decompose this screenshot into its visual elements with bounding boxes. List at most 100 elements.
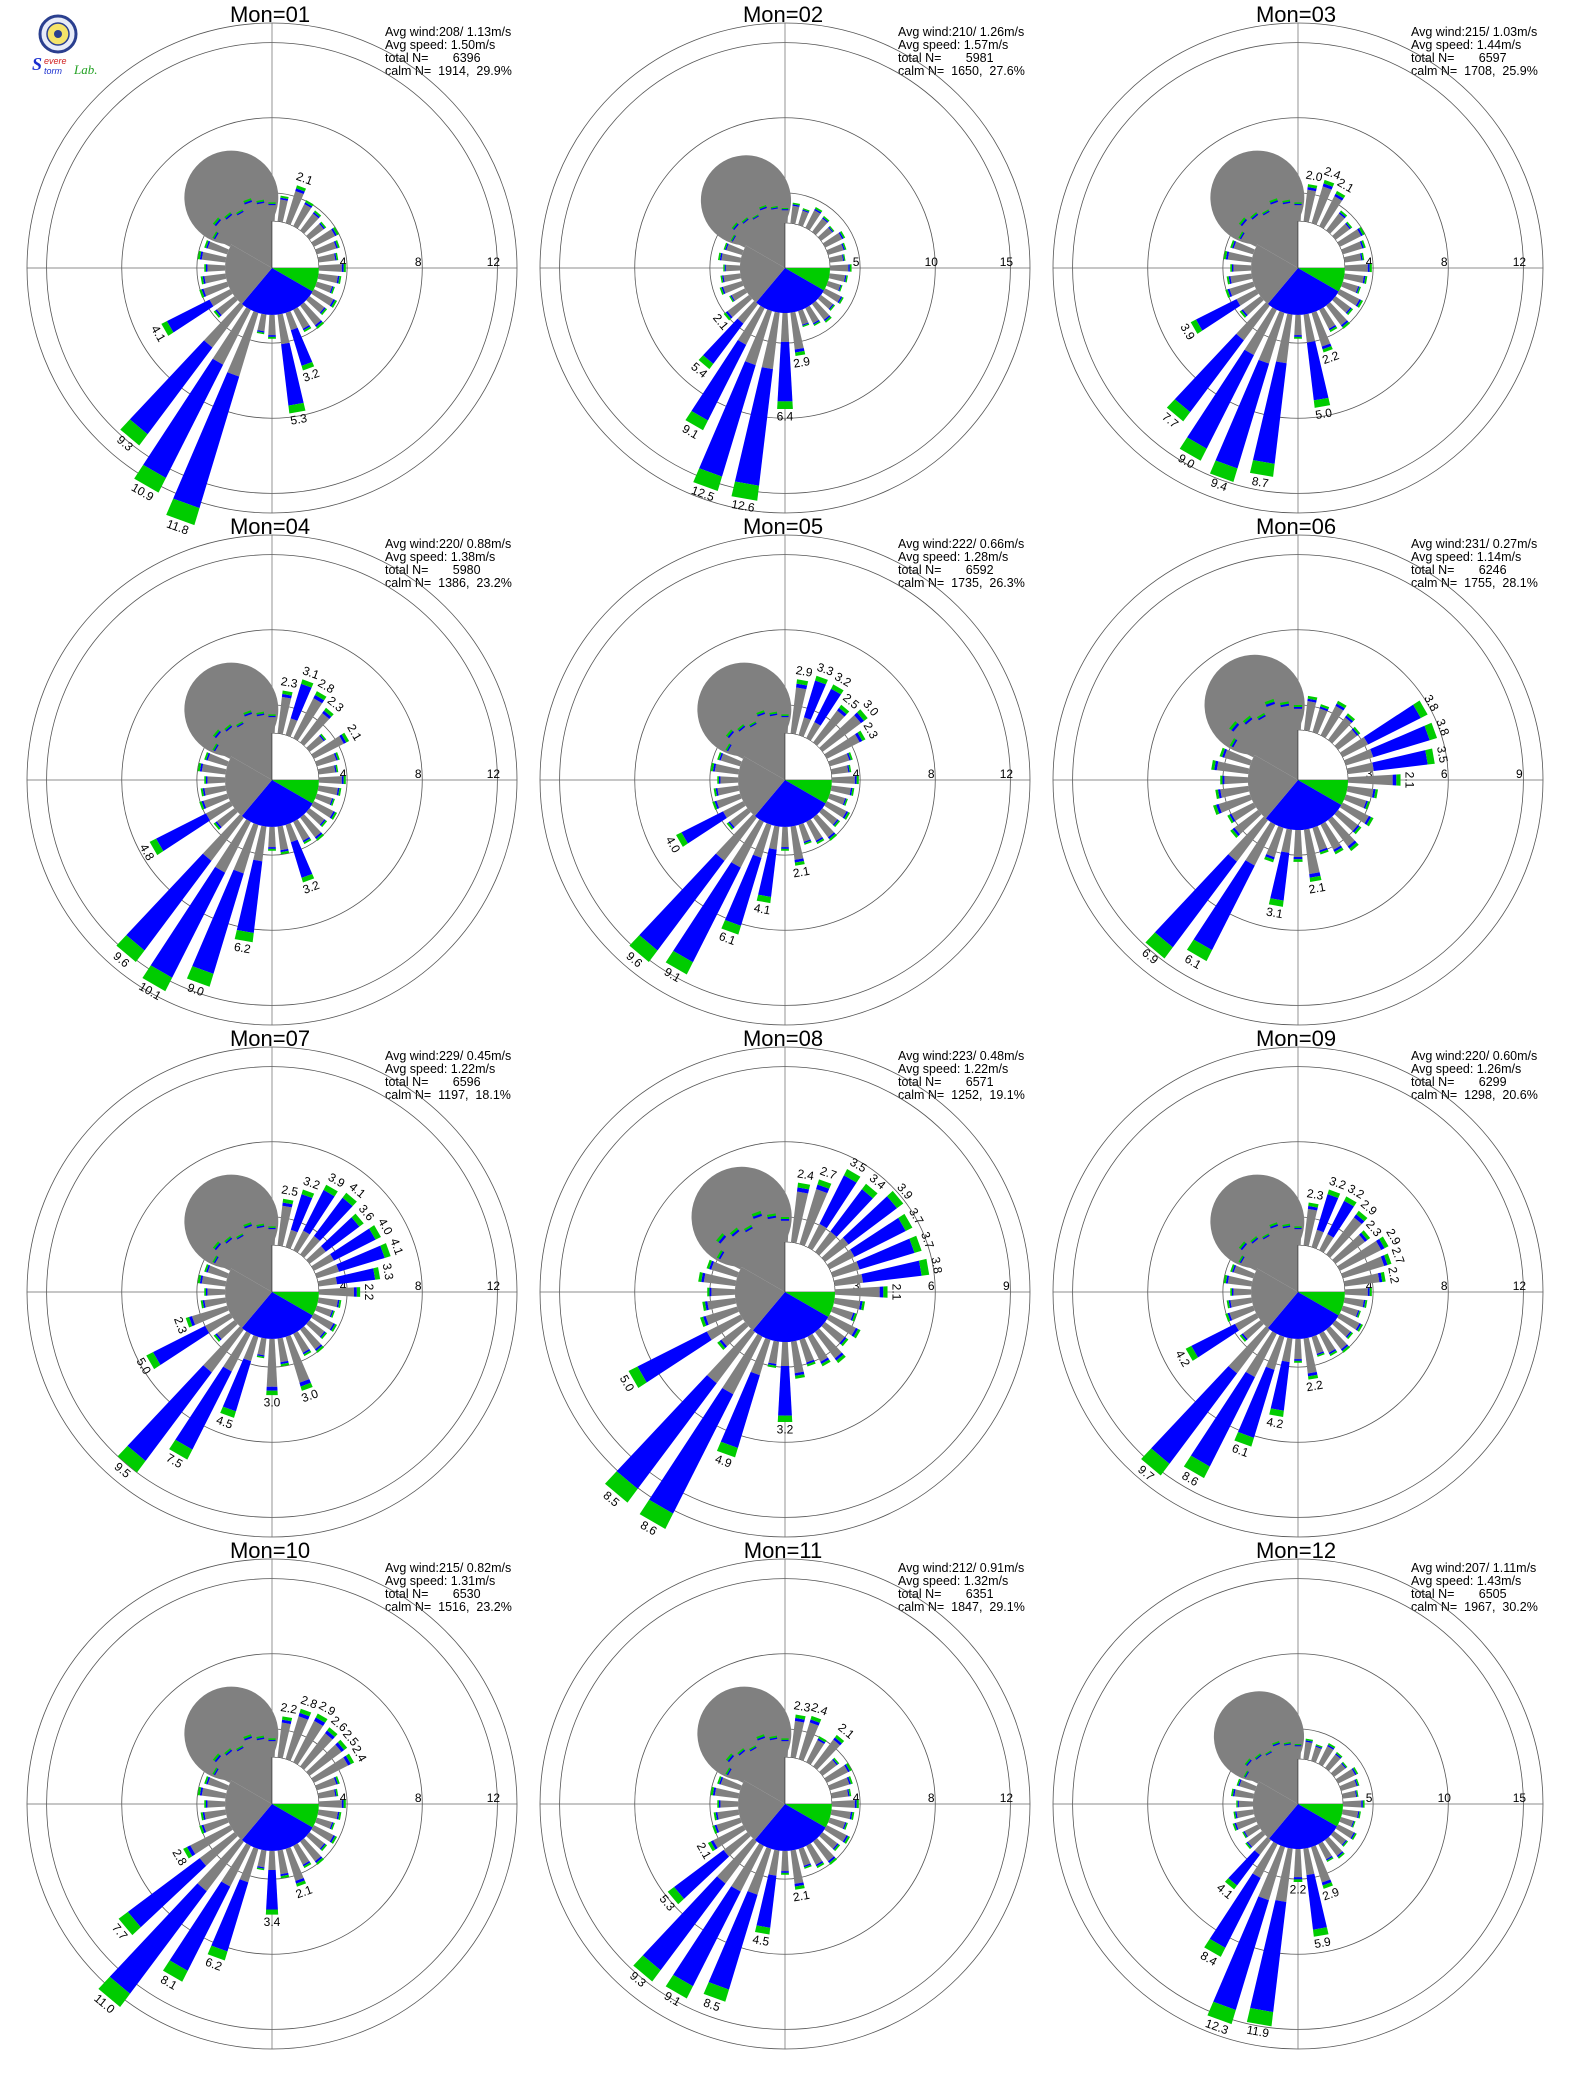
bar-green [848, 1776, 853, 1785]
bar-value-label: 2.4 [809, 1700, 830, 1719]
bar-gray [824, 1825, 847, 1842]
stats-block: Avg wind:231/ 0.27m/s Avg speed: 1.14m/s t… [1411, 538, 1538, 590]
bar-blue [1195, 299, 1241, 331]
bar-gray [1332, 296, 1351, 313]
bar-gray [1341, 1809, 1359, 1818]
bar-blue [302, 837, 311, 843]
lab-seal-icon: S evere torm Lab. [32, 14, 97, 77]
bar-blue [1321, 343, 1332, 350]
bar-gray [315, 281, 333, 293]
bar-blue [303, 1189, 335, 1235]
calm-green-wedge [272, 268, 319, 292]
bar-green [224, 212, 232, 219]
bar-blue [280, 1360, 289, 1365]
bar-blue [861, 1260, 922, 1283]
bar-green [243, 710, 252, 715]
bar-gray [317, 1297, 338, 1308]
bar-value-label: 3.2 [301, 878, 322, 897]
bar-blue [1351, 1820, 1355, 1828]
bar-green [1223, 250, 1228, 260]
bar-blue [236, 859, 263, 934]
bar-gray [1319, 1233, 1334, 1253]
bar-blue [290, 327, 313, 366]
bar-green [852, 1313, 857, 1322]
avg-speed-text: Avg speed: 1.50m/s [385, 38, 496, 52]
svg-text:Lab.: Lab. [73, 62, 97, 77]
bar-gray [807, 1223, 827, 1251]
bar-gray [790, 825, 804, 860]
bar-green [839, 231, 846, 239]
bar-gray [806, 819, 823, 841]
bar-green [780, 1216, 790, 1219]
calm-gray-wedge [738, 1780, 785, 1840]
bar-gray [722, 1333, 763, 1395]
bar-gray [726, 243, 744, 255]
bar-blue [1322, 183, 1333, 190]
bar-gray [1265, 1335, 1285, 1370]
bar-green [212, 217, 220, 226]
bar-green [794, 1374, 805, 1379]
bar-green [1313, 397, 1331, 408]
calm-green-wedge [785, 1804, 832, 1828]
calm-n-text: calm N= 1914, 29.9% [385, 64, 512, 78]
bar-green [343, 1799, 346, 1809]
bar-green [331, 1310, 335, 1318]
bar-gray [1332, 223, 1350, 240]
bar-green [1317, 1352, 1325, 1357]
total-n-text: total N= 6505 [1411, 1587, 1507, 1601]
bar-gray [757, 1737, 772, 1761]
bar-blue [214, 218, 222, 227]
bar-gray [798, 1722, 819, 1761]
bar-green [331, 1822, 335, 1830]
bar-blue [1187, 349, 1254, 449]
bar-value-label: 9.4 [1209, 475, 1230, 494]
bar-gray [723, 273, 742, 283]
bar-gray [1218, 794, 1252, 813]
radial-tick-label: 12 [1000, 1791, 1014, 1805]
bar-gray [285, 311, 298, 331]
calm-gray-wedge [1252, 1781, 1298, 1839]
bar-gray [1341, 281, 1359, 293]
radial-tick-label: 15 [1513, 1791, 1527, 1805]
calm-wedge [1213, 1691, 1305, 1804]
bar-gray [705, 1306, 739, 1325]
bar-green [842, 242, 847, 250]
bar-blue [202, 1812, 206, 1820]
bar-gray [1326, 302, 1348, 326]
bar-green [282, 1198, 294, 1205]
bar-gray [1294, 1746, 1302, 1759]
bar-gray [317, 1277, 338, 1287]
bar-gray [770, 714, 780, 735]
bar-value-label: 2.3 [1306, 1186, 1325, 1203]
bar-blue [268, 715, 276, 718]
bar-green [338, 788, 342, 796]
total-n-text: total N= 5981 [898, 51, 994, 65]
total-n-text: total N= 6530 [385, 1587, 481, 1601]
bar-blue [213, 232, 219, 240]
bar-gray [831, 1800, 855, 1808]
bar-gray [1294, 314, 1302, 336]
bar-green [1354, 826, 1362, 835]
bar-value-label: 6.4 [777, 409, 794, 423]
bar-green [731, 222, 738, 230]
bar-gray [1334, 729, 1358, 750]
calm-wedge [691, 1166, 792, 1292]
bar-gray [813, 814, 835, 838]
bar-blue [1355, 299, 1362, 307]
bar-value-label: 2.3 [280, 674, 299, 691]
bar-blue [1319, 847, 1328, 853]
bar-blue [781, 1739, 789, 1742]
bar-gray [771, 208, 780, 225]
bar-green [833, 820, 841, 828]
bar-gray [1233, 264, 1252, 272]
bar-green [1334, 847, 1344, 855]
bar-blue [834, 1352, 844, 1361]
bar-blue [335, 1268, 376, 1285]
calm-blue-wedge [1269, 1804, 1338, 1850]
bar-blue [202, 788, 206, 796]
bar-gray [743, 219, 758, 236]
bar-blue [192, 869, 244, 974]
bar-gray [720, 753, 742, 767]
avg-wind-text: Avg wind:215/ 1.03m/s [1411, 25, 1538, 39]
bar-gray [244, 1737, 259, 1761]
